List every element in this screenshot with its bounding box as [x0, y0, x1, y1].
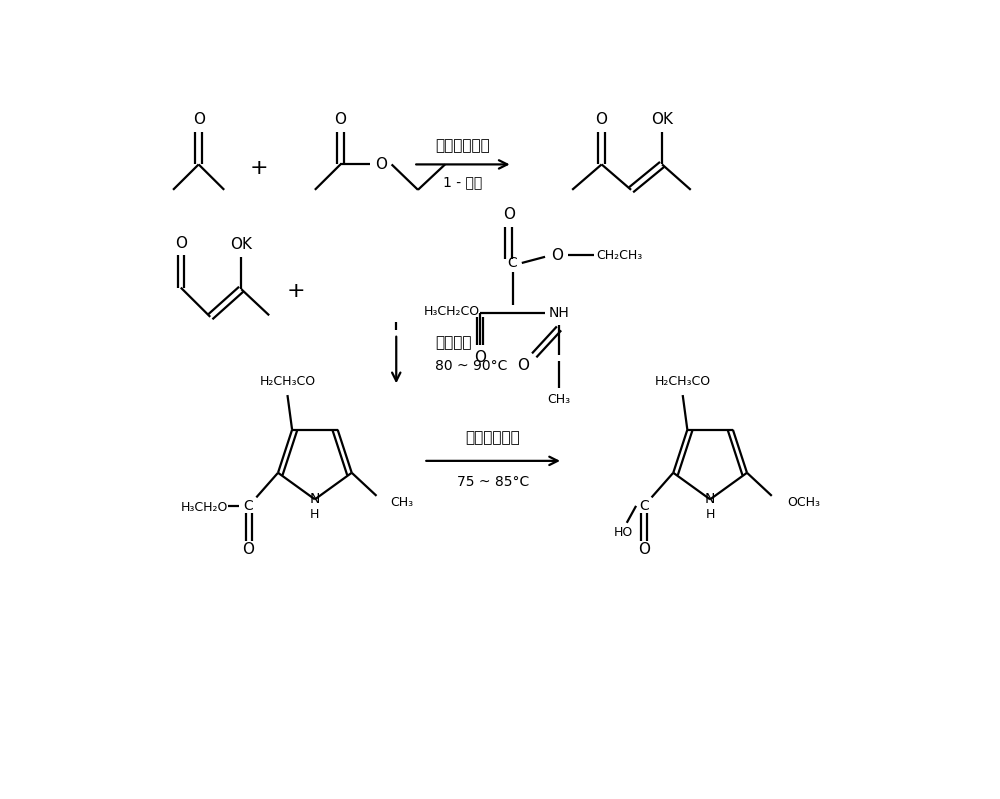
Text: O: O	[334, 112, 346, 127]
Text: NH: NH	[549, 306, 569, 320]
Text: O: O	[638, 543, 650, 557]
Text: O: O	[551, 248, 563, 263]
Text: 75 ~ 85°C: 75 ~ 85°C	[457, 475, 529, 489]
Text: O: O	[596, 112, 608, 127]
Text: CH₃: CH₃	[547, 393, 571, 406]
Text: O: O	[474, 350, 486, 365]
Text: 80 ~ 90°C: 80 ~ 90°C	[435, 359, 507, 373]
Text: OK: OK	[230, 237, 252, 252]
Text: N: N	[705, 492, 715, 507]
Text: O: O	[375, 157, 387, 172]
Text: H: H	[705, 508, 715, 521]
Text: C: C	[639, 499, 649, 513]
Text: OK: OK	[651, 112, 673, 127]
Text: +: +	[250, 158, 268, 178]
Text: C: C	[508, 256, 517, 270]
Text: CH₂CH₃: CH₂CH₃	[596, 248, 643, 262]
Text: H₂CH₃CO: H₂CH₃CO	[655, 375, 711, 388]
Text: 氢氧化鯾溶液: 氢氧化鯾溶液	[436, 138, 490, 153]
Text: H₃CH₂CO: H₃CH₂CO	[424, 305, 480, 318]
Text: O: O	[503, 207, 515, 222]
Text: HO: HO	[613, 527, 633, 539]
Text: OCH₃: OCH₃	[787, 495, 820, 508]
Text: O: O	[243, 543, 255, 557]
Text: C: C	[244, 499, 253, 513]
Text: CH₃: CH₃	[390, 495, 414, 508]
Text: H₂CH₃CO: H₂CH₃CO	[259, 375, 316, 388]
Text: +: +	[286, 281, 305, 301]
Text: 1 - 丙醇: 1 - 丙醇	[443, 175, 483, 189]
Text: N: N	[310, 492, 320, 507]
Text: 硷酸溶液: 硷酸溶液	[435, 336, 472, 351]
Text: H₃CH₂O: H₃CH₂O	[180, 501, 228, 514]
Text: 氢氧化钓溶液: 氢氧化钓溶液	[466, 430, 520, 445]
Text: O: O	[193, 112, 205, 127]
Text: H: H	[310, 508, 320, 521]
Text: O: O	[517, 358, 529, 373]
Text: O: O	[175, 237, 187, 251]
